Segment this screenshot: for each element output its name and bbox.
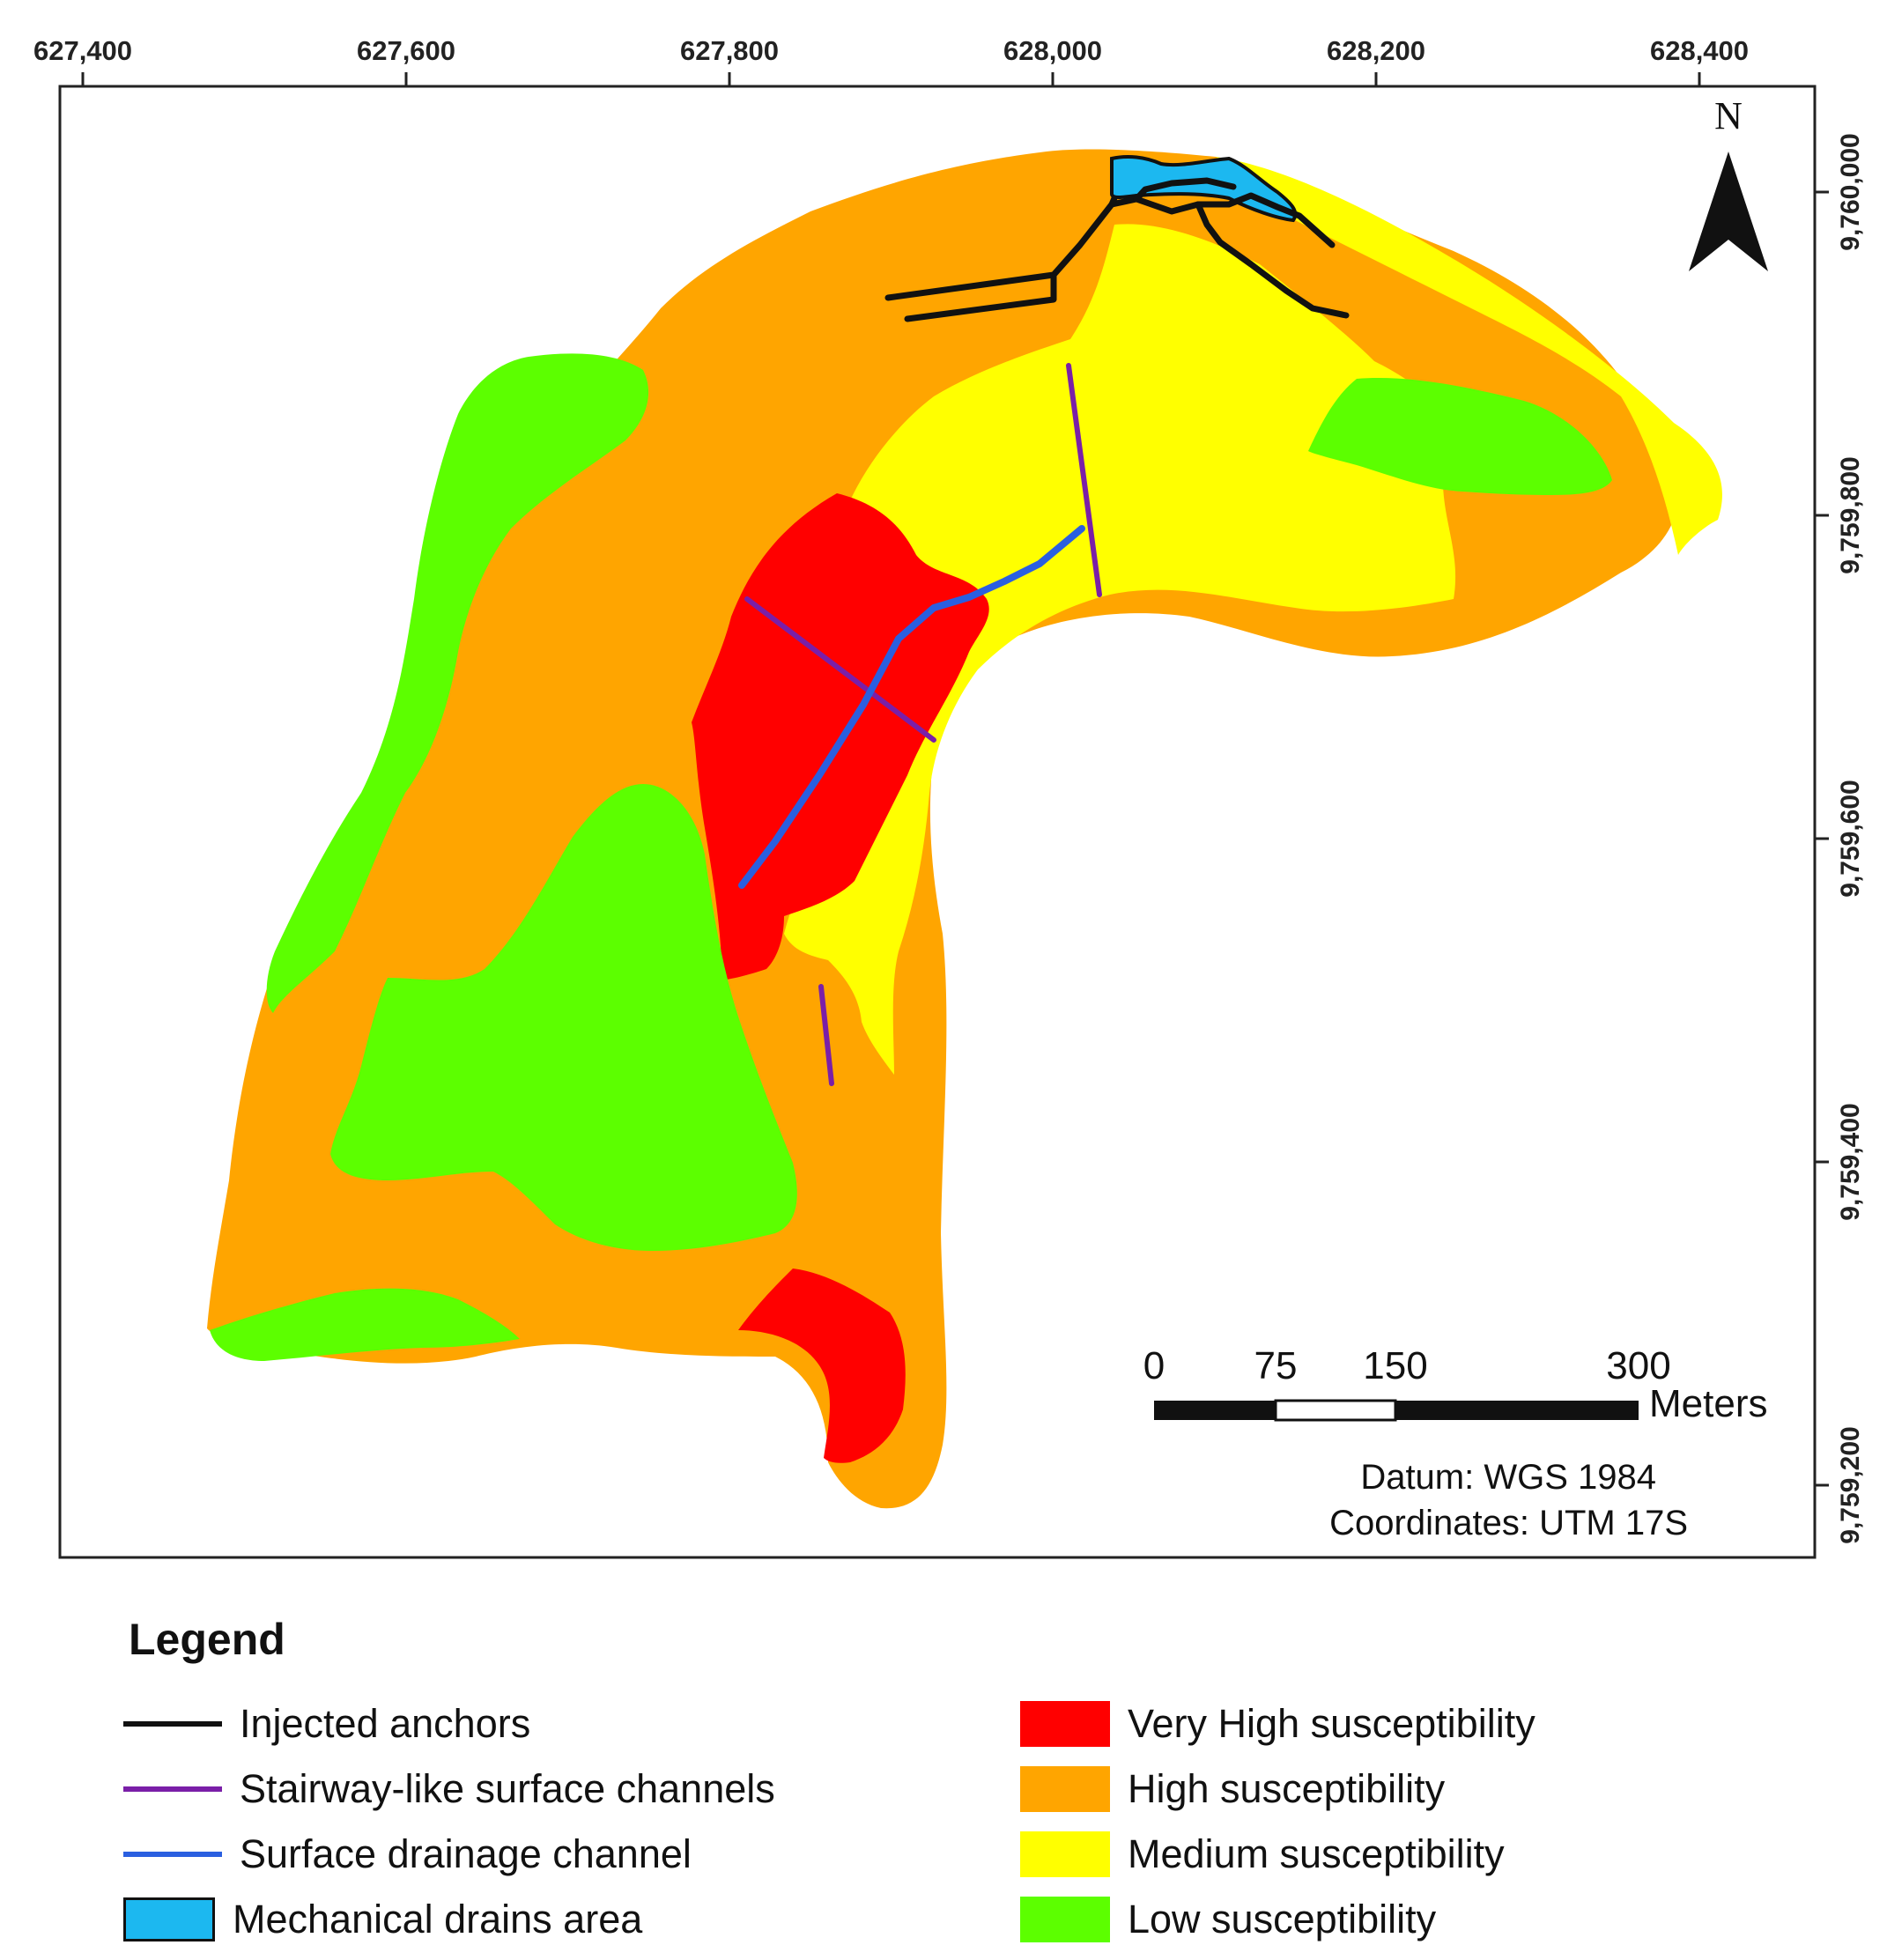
x-tick-labels: 627,400 627,600 627,800 628,000 628,200 … xyxy=(33,35,1749,66)
surface-drainage-channel xyxy=(738,525,1085,889)
mechanical-drains-swatch xyxy=(123,1897,215,1942)
y-tick-label: 9,759,400 xyxy=(1836,1103,1865,1220)
x-tick-label: 628,200 xyxy=(1327,35,1425,66)
legend-label: Medium susceptibility xyxy=(1128,1831,1505,1876)
stairway-channel xyxy=(818,984,834,1086)
legend-label: Injected anchors xyxy=(240,1701,531,1746)
scale-unit: Meters xyxy=(1649,1382,1767,1425)
legend-label: Surface drainage channel xyxy=(240,1831,692,1876)
y-tick-labels: 9,760,000 9,759,800 9,759,600 9,759,400 … xyxy=(1836,133,1865,1543)
scale-segment-75-150 xyxy=(1274,1399,1397,1422)
y-axis xyxy=(1815,190,1829,1487)
zone-very-high-susceptibility-south xyxy=(738,1268,906,1463)
zone-low-susceptibility-south xyxy=(210,1288,520,1361)
injected-anchor-line xyxy=(1108,195,1118,208)
surface-drainage-swatch xyxy=(123,1852,222,1857)
north-arrow: N xyxy=(1689,94,1768,271)
injected-anchor-line xyxy=(1195,201,1350,319)
scale-segment-150-300 xyxy=(1395,1401,1639,1420)
injected-anchor-line xyxy=(1133,177,1237,203)
injected-anchor-line xyxy=(884,192,1336,301)
legend-label: Low susceptibility xyxy=(1128,1897,1437,1942)
medium-swatch xyxy=(1020,1831,1110,1877)
zone-low-susceptibility-west xyxy=(266,353,649,1013)
scale-label: 300 xyxy=(1606,1344,1670,1387)
y-tick-label: 9,760,000 xyxy=(1836,133,1865,250)
zone-medium-susceptibility-east xyxy=(1216,157,1722,555)
x-axis xyxy=(81,72,1701,86)
legend-item-very-high: Very High susceptibility xyxy=(1020,1691,1536,1757)
injected-anchor-line xyxy=(904,271,1057,322)
map-figure: 627,400 627,600 627,800 628,000 628,200 … xyxy=(33,35,1865,1559)
legend-class-items: Very High susceptibility High susceptibi… xyxy=(1020,1691,1536,1952)
scale-segment-0-75 xyxy=(1154,1401,1276,1420)
injected-anchors xyxy=(884,177,1350,322)
stairway-channel xyxy=(744,596,936,743)
high-swatch xyxy=(1020,1766,1110,1812)
zone-low-susceptibility-southwest xyxy=(330,784,797,1251)
stairway-like-surface-channels xyxy=(744,363,1102,1086)
legend-label: Very High susceptibility xyxy=(1128,1701,1536,1746)
legend-line-items: Injected anchors Stairway-like surface c… xyxy=(123,1691,775,1952)
x-tick-label: 627,400 xyxy=(33,35,132,66)
legend-item-low: Low susceptibility xyxy=(1020,1887,1536,1952)
legend-item-stairway-channels: Stairway-like surface channels xyxy=(123,1757,775,1822)
scale-label: 150 xyxy=(1363,1344,1427,1387)
legend-item-medium: Medium susceptibility xyxy=(1020,1822,1536,1887)
low-swatch xyxy=(1020,1897,1110,1942)
y-tick-label: 9,759,200 xyxy=(1836,1426,1865,1543)
zone-low-susceptibility-northeast xyxy=(1308,378,1612,495)
scale-label: 75 xyxy=(1254,1344,1298,1387)
scale-bar: 0 75 150 300 Meters xyxy=(1143,1344,1768,1425)
north-label: N xyxy=(1714,94,1743,137)
y-tick-label: 9,759,600 xyxy=(1836,780,1865,897)
datum-label: Datum: WGS 1984 xyxy=(1360,1458,1656,1497)
legend-label: Stairway-like surface channels xyxy=(240,1766,775,1811)
y-tick-label: 9,759,800 xyxy=(1836,456,1865,573)
x-tick-label: 627,600 xyxy=(357,35,455,66)
legend-item-injected-anchors: Injected anchors xyxy=(123,1691,775,1757)
north-arrow-icon xyxy=(1689,152,1768,271)
injected-anchors-swatch xyxy=(123,1721,222,1727)
x-tick-label: 627,800 xyxy=(680,35,779,66)
legend-title: Legend xyxy=(129,1615,285,1664)
legend-item-surface-drainage: Surface drainage channel xyxy=(123,1822,775,1887)
x-tick-label: 628,000 xyxy=(1003,35,1102,66)
zone-medium-susceptibility xyxy=(784,224,1456,1076)
stairway-channels-swatch xyxy=(123,1786,222,1792)
legend-label: High susceptibility xyxy=(1128,1766,1446,1811)
coordinates-label: Coordinates: UTM 17S xyxy=(1329,1504,1688,1542)
x-tick-label: 628,400 xyxy=(1650,35,1749,66)
very-high-swatch xyxy=(1020,1701,1110,1747)
stairway-channel xyxy=(1066,363,1102,597)
legend-item-high: High susceptibility xyxy=(1020,1757,1536,1822)
scale-label: 0 xyxy=(1143,1344,1165,1387)
legend-item-mechanical-drains: Mechanical drains area xyxy=(123,1887,775,1952)
legend-label: Mechanical drains area xyxy=(233,1897,643,1942)
legend: Legend Injected anchors Stairway-like su… xyxy=(123,1603,1797,1956)
